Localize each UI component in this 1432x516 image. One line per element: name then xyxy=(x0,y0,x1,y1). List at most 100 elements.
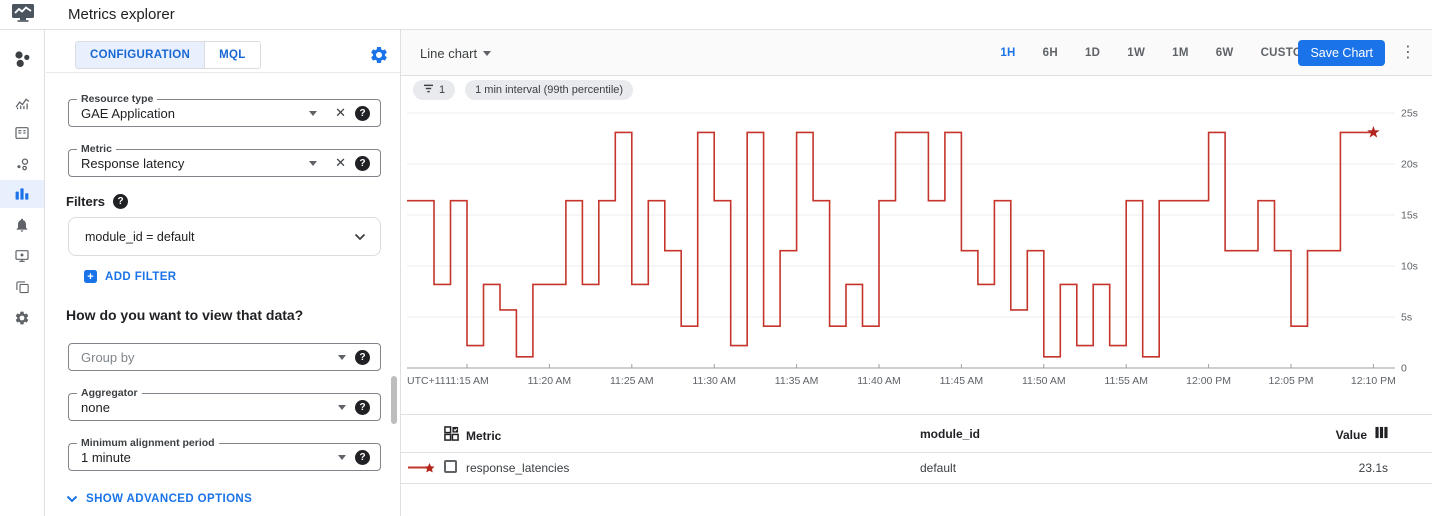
bubble-services-icon xyxy=(14,156,31,173)
resource-type-field[interactable]: Resource type GAE Application ✕ ? xyxy=(68,93,381,127)
chart-type-dropdown[interactable]: Line chart xyxy=(420,46,492,61)
value-column-header[interactable]: Value xyxy=(1335,428,1367,442)
nav-item-uptime-checks[interactable] xyxy=(0,242,44,270)
response-latency-series-line[interactable] xyxy=(407,131,1374,358)
filter-chevron-down-icon[interactable] xyxy=(354,228,366,246)
nav-item-services[interactable] xyxy=(0,150,44,178)
y-axis-label-20s: 20s xyxy=(1401,159,1418,171)
time-range-1w[interactable]: 1W xyxy=(1127,47,1146,59)
uptime-checks-icon xyxy=(14,248,30,264)
series-checkbox[interactable] xyxy=(444,460,457,473)
monitoring-logo-cell[interactable] xyxy=(0,0,45,30)
filter-list-icon xyxy=(423,84,434,96)
config-scrollbar-thumb[interactable] xyxy=(391,376,397,424)
metric-field[interactable]: Metric Response latency ✕ ? xyxy=(68,143,381,177)
nav-item-alerting[interactable] xyxy=(0,211,44,239)
aggregator-help-icon[interactable]: ? xyxy=(355,399,370,415)
more-options-icon[interactable]: ⋮ xyxy=(1400,44,1416,61)
filters-help-icon[interactable]: ? xyxy=(113,194,129,209)
group-by-field[interactable]: Group by ? xyxy=(68,343,381,371)
panel-divider xyxy=(400,30,401,516)
services-board-icon xyxy=(14,125,30,141)
table-header-divider xyxy=(401,452,1432,453)
tab-configuration[interactable]: CONFIGURATION xyxy=(76,42,205,68)
time-range-group: 1H 6H 1D 1W 1M 6W CUSTOM xyxy=(1000,30,1312,76)
filter-expander[interactable]: module_id = default xyxy=(68,217,381,256)
aggregator-dropdown-icon[interactable] xyxy=(338,404,346,410)
time-range-6w[interactable]: 6W xyxy=(1215,47,1234,59)
aggregator-value: none xyxy=(81,399,110,415)
metric-value: Response latency xyxy=(81,155,185,171)
value-column-header-group: Value xyxy=(1336,426,1388,444)
monitoring-logo-icon xyxy=(11,3,35,28)
metric-label: Metric xyxy=(77,143,116,155)
toggle-all-metrics-icon[interactable] xyxy=(444,426,459,446)
min-alignment-field[interactable]: Minimum alignment period 1 minute ? xyxy=(68,437,381,471)
min-alignment-value: 1 minute xyxy=(81,449,131,465)
config-settings-gear-icon[interactable] xyxy=(369,45,389,65)
table-metric-header: Metric xyxy=(444,426,501,446)
metrics-explorer-icon xyxy=(14,186,30,202)
series-metric-name[interactable]: response_latencies xyxy=(466,461,570,475)
show-advanced-options-label: SHOW ADVANCED OPTIONS xyxy=(86,493,253,505)
latest-point-star-marker xyxy=(1367,125,1380,138)
min-alignment-label: Minimum alignment period xyxy=(77,437,219,449)
x-axis-label-4: 11:35 AM xyxy=(775,375,819,387)
show-advanced-options-button[interactable]: SHOW ADVANCED OPTIONS xyxy=(66,490,252,508)
y-axis-label-5s: 5s xyxy=(1401,312,1412,324)
x-axis-label-9: 12:00 PM xyxy=(1186,375,1231,387)
x-axis-label-5: 11:40 AM xyxy=(857,375,901,387)
min-alignment-help-icon[interactable]: ? xyxy=(355,449,370,465)
resource-type-clear-icon[interactable]: ✕ xyxy=(335,105,346,120)
advanced-chevron-down-icon xyxy=(66,490,78,508)
y-axis-label-25s: 25s xyxy=(1401,108,1418,120)
time-range-1d[interactable]: 1D xyxy=(1084,47,1101,59)
x-axis-label-6: 11:45 AM xyxy=(940,375,984,387)
x-axis-label-2: 11:25 AM xyxy=(610,375,654,387)
aggregator-label: Aggregator xyxy=(77,387,142,399)
metric-help-icon[interactable]: ? xyxy=(355,155,370,171)
nav-item-dashboards[interactable] xyxy=(0,89,44,117)
groups-icon xyxy=(15,280,30,295)
x-axis-label-7: 11:50 AM xyxy=(1022,375,1066,387)
module-id-column-header[interactable]: module_id xyxy=(920,427,981,441)
resource-type-value: GAE Application xyxy=(81,105,175,121)
add-filter-label: ADD FILTER xyxy=(105,270,177,283)
group-by-help-icon[interactable]: ? xyxy=(355,349,370,365)
chart-type-caret-icon xyxy=(483,51,492,56)
x-axis-label-11: 12:10 PM xyxy=(1351,375,1396,387)
latency-line-chart[interactable]: 0 5s 10s 15s 20s 25s UTC+11 11:15 AM 11:20 AM 11:… xyxy=(401,100,1432,400)
time-range-1h[interactable]: 1H xyxy=(1000,47,1016,59)
dashboards-icon xyxy=(14,95,31,112)
monitoring-overview-icon xyxy=(12,49,32,69)
save-chart-button[interactable]: Save Chart xyxy=(1298,40,1385,66)
nav-item-monitoring-overview[interactable] xyxy=(0,45,44,73)
column-settings-icon[interactable] xyxy=(1375,426,1388,444)
series-legend-glyph xyxy=(408,461,436,479)
resource-type-help-icon[interactable]: ? xyxy=(355,105,370,121)
nav-item-metrics-explorer[interactable] xyxy=(0,180,44,208)
nav-item-services-board[interactable] xyxy=(0,119,44,147)
alerting-bell-icon xyxy=(14,217,30,233)
metric-dropdown-icon[interactable] xyxy=(309,160,318,166)
time-range-1m[interactable]: 1M xyxy=(1172,47,1189,59)
time-range-6h[interactable]: 6H xyxy=(1042,47,1058,59)
y-axis-label-0: 0 xyxy=(1401,363,1407,375)
metric-column-header[interactable]: Metric xyxy=(466,429,502,443)
nav-item-groups[interactable] xyxy=(0,273,44,301)
tab-mql[interactable]: MQL xyxy=(204,42,260,68)
filter-count-chip[interactable]: 1 xyxy=(413,80,456,100)
metric-clear-icon[interactable]: ✕ xyxy=(335,155,346,170)
min-alignment-dropdown-icon[interactable] xyxy=(338,454,346,460)
nav-item-settings[interactable] xyxy=(0,304,44,332)
resource-type-dropdown-icon[interactable] xyxy=(309,110,318,116)
add-filter-plus-icon: + xyxy=(84,270,97,283)
aggregator-field[interactable]: Aggregator none ? xyxy=(68,387,381,421)
filter-expression: module_id = default xyxy=(85,229,195,244)
interval-chip[interactable]: 1 min interval (99th percentile) xyxy=(465,80,634,100)
app-header xyxy=(0,0,1432,30)
group-by-dropdown-icon[interactable] xyxy=(338,354,346,360)
chart-type-label: Line chart xyxy=(420,46,478,61)
add-filter-button[interactable]: + ADD FILTER xyxy=(84,270,177,283)
